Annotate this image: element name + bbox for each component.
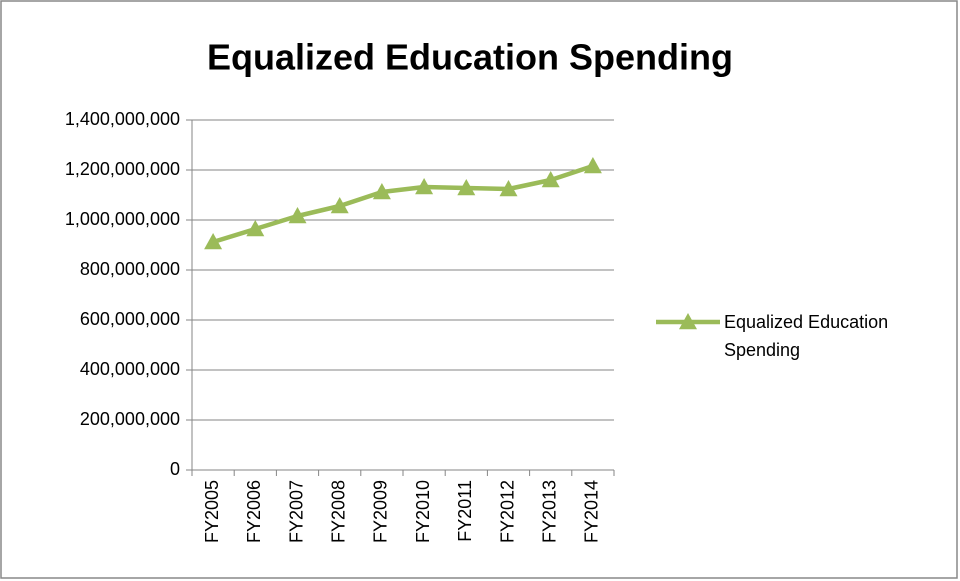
y-tick-label: 1,400,000,000 xyxy=(65,109,180,129)
data-point xyxy=(415,178,434,195)
x-tick-label: FY2007 xyxy=(286,480,306,543)
x-tick-label: FY2005 xyxy=(202,480,222,543)
x-tick-label: FY2010 xyxy=(413,480,433,543)
legend-marker xyxy=(679,313,697,330)
legend-label: Equalized Education Spending xyxy=(724,312,889,360)
x-tick-label: FY2012 xyxy=(497,480,517,543)
x-tick-label: FY2014 xyxy=(582,480,602,543)
y-tick-label: 600,000,000 xyxy=(80,309,180,329)
x-tick-label: FY2006 xyxy=(244,480,264,543)
data-point xyxy=(204,233,223,250)
x-tick-label: FY2011 xyxy=(455,480,475,542)
chart-title: Equalized Education Spending xyxy=(207,37,733,78)
y-tick-label: 200,000,000 xyxy=(80,409,180,429)
series-line xyxy=(212,163,594,245)
data-point xyxy=(372,183,391,200)
x-tick-label: FY2013 xyxy=(539,480,559,543)
data-point xyxy=(583,157,602,174)
data-point xyxy=(288,207,307,224)
y-tick-label: 1,000,000,000 xyxy=(65,209,180,229)
x-tick-label: FY2009 xyxy=(371,480,391,543)
y-tick-label: 0 xyxy=(170,459,180,479)
x-tick-label: FY2008 xyxy=(328,480,348,543)
y-tick-label: 400,000,000 xyxy=(80,359,180,379)
data-point xyxy=(541,171,560,188)
y-tick-label: 800,000,000 xyxy=(80,259,180,279)
data-point xyxy=(499,180,518,197)
data-point xyxy=(246,220,265,237)
data-point xyxy=(457,179,476,196)
data-point xyxy=(330,197,349,214)
y-tick-label: 1,200,000,000 xyxy=(65,159,180,179)
